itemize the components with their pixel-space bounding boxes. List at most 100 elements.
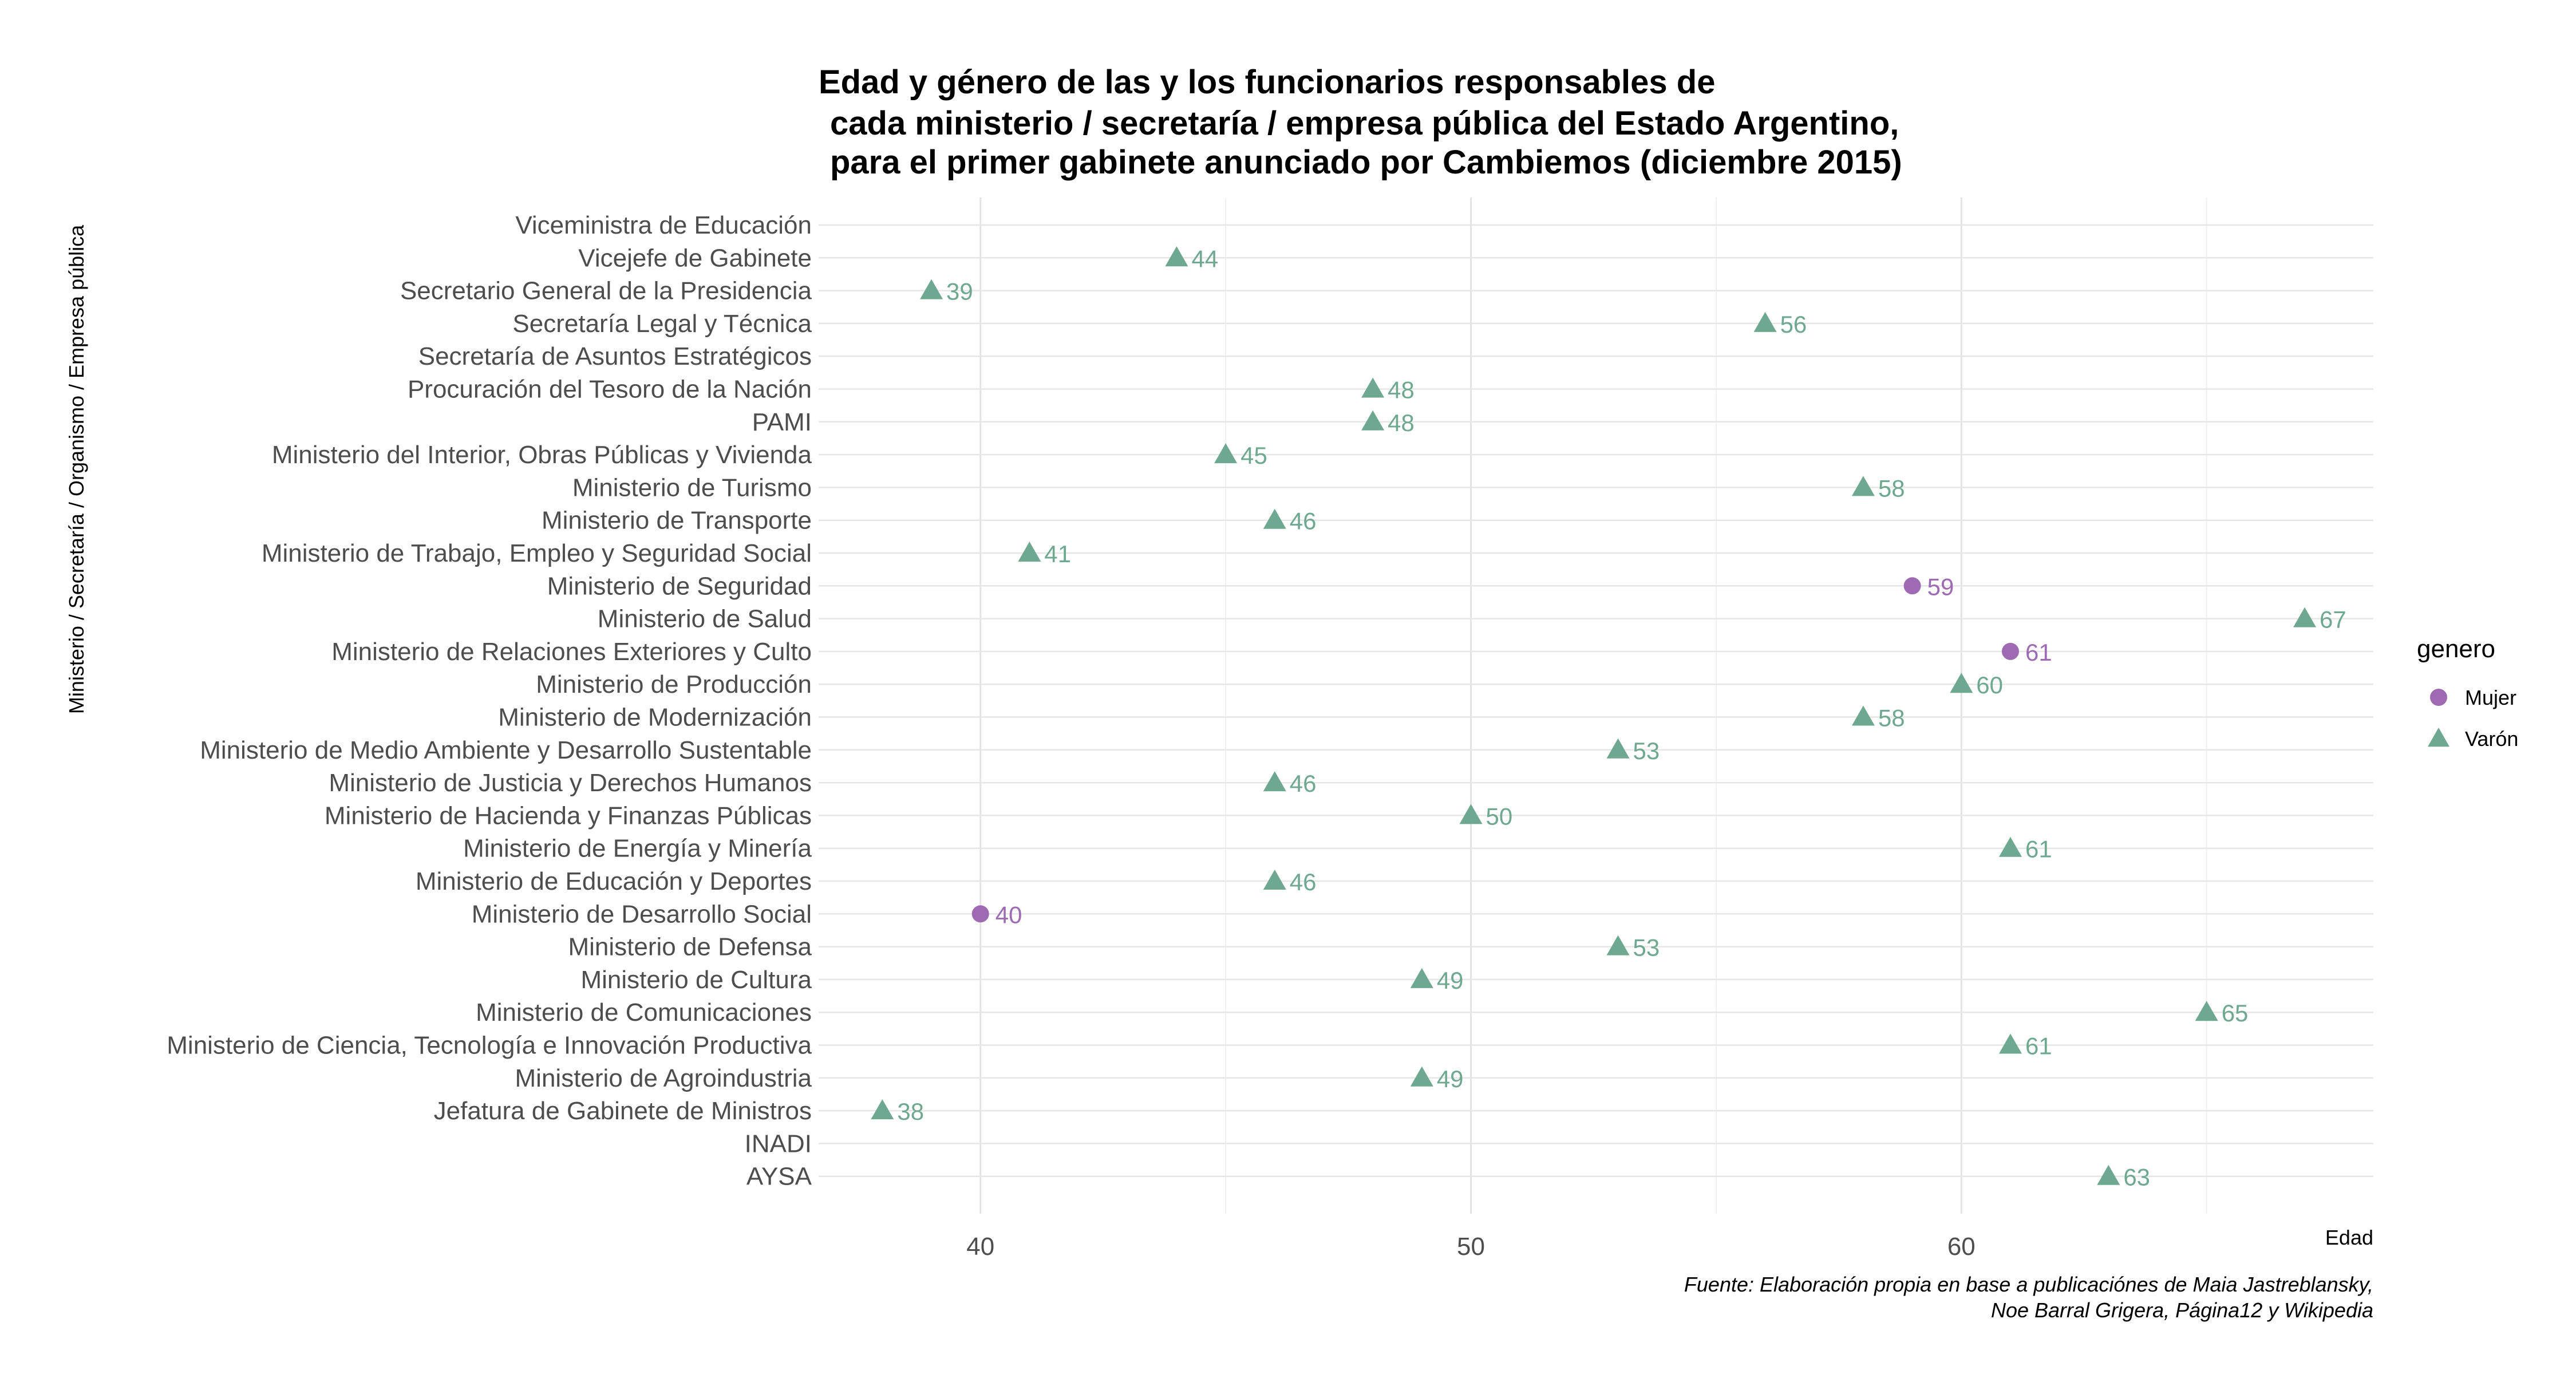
data-labels: 44 39 56 48 48 45 58 46 41 59 67 61 60 58 53 46 50 61 46 40… (897, 245, 2346, 1190)
category-label: Ministerio de Salud (598, 605, 812, 633)
x-axis-title: Edad (2325, 1226, 2373, 1249)
x-tick-label: 60 (1947, 1233, 1976, 1261)
data-label: 53 (1633, 934, 1660, 961)
legend-label: Varón (2465, 727, 2518, 751)
data-point-varon (1851, 476, 1875, 496)
title-line-1: Edad y género de las y los funcionarios … (819, 64, 1715, 101)
data-point-varon (1410, 968, 1433, 988)
data-point-varon (1263, 771, 1286, 792)
category-label: Ministerio de Transporte (542, 507, 812, 535)
x-tick-labels: 40 50 60 (966, 1233, 1976, 1261)
category-label: Viceministra de Educación (515, 211, 812, 239)
title-line-3: para el primer gabinete anunciado por Ca… (830, 144, 1902, 181)
category-label: Ministerio de Educación y Deportes (416, 867, 812, 895)
data-label: 49 (1437, 967, 1464, 994)
data-label: 58 (1878, 475, 1905, 502)
data-label: 65 (2222, 1000, 2249, 1026)
legend-key-varon (2428, 728, 2449, 747)
category-label: Ministerio de Energía y Minería (463, 835, 812, 863)
data-point-varon (1361, 410, 1385, 431)
data-label: 60 (1976, 672, 2003, 698)
category-label: Secretario General de la Presidencia (400, 277, 812, 305)
category-label: Ministerio de Modernización (498, 704, 812, 732)
category-label: Ministerio de Cultura (581, 966, 812, 994)
source-caption: Fuente: Elaboración propia en base a pub… (1684, 1273, 2373, 1322)
category-label: Ministerio de Defensa (568, 933, 812, 961)
data-label: 61 (2025, 836, 2052, 863)
data-point-varon (2195, 1001, 2218, 1021)
data-label: 38 (897, 1098, 924, 1125)
category-label: PAMI (752, 408, 812, 436)
data-label: 61 (2025, 639, 2052, 666)
data-point-varon (1410, 1066, 1433, 1087)
data-label: 59 (1927, 573, 1954, 600)
category-labels: Viceministra de Educación Vicejefe de Gab… (167, 211, 812, 1191)
category-label: Ministerio de Trabajo, Empleo y Segurida… (262, 539, 812, 567)
category-label: Ministerio de Agroindustria (515, 1064, 812, 1092)
category-label: Ministerio de Medio Ambiente y Desarroll… (200, 736, 812, 764)
legend-label: Mujer (2465, 686, 2516, 709)
data-point-mujer (1903, 577, 1921, 595)
caption-line-2: Noe Barral Grigera, Página12 y Wikipedia (1991, 1298, 2373, 1322)
category-label: Ministerio de Relaciones Exteriores y Cu… (331, 638, 812, 666)
category-label: Jefatura de Gabinete de Ministros (434, 1097, 812, 1125)
data-label: 46 (1290, 868, 1317, 895)
data-label: 46 (1290, 770, 1317, 797)
data-point-varon (1851, 705, 1875, 726)
category-label: Ministerio de Comunicaciones (476, 998, 812, 1026)
data-label: 67 (2320, 606, 2346, 633)
data-point-mujer (971, 905, 989, 923)
x-tick-label: 40 (966, 1233, 994, 1261)
caption-line-1: Fuente: Elaboración propia en base a pub… (1684, 1273, 2373, 1296)
category-label: Ministerio de Producción (536, 670, 812, 698)
data-point-varon (1263, 870, 1286, 890)
legend: genero Mujer Varón (2417, 635, 2518, 751)
data-label: 61 (2025, 1033, 2052, 1060)
data-label: 53 (1633, 737, 1660, 764)
category-label: Ministerio de Hacienda y Finanzas Públic… (325, 802, 812, 830)
data-point-varon (1998, 836, 2022, 857)
category-label: Vicejefe de Gabinete (578, 244, 812, 272)
x-tick-label: 50 (1457, 1233, 1485, 1261)
data-label: 44 (1191, 245, 1218, 272)
category-label: INADI (745, 1130, 812, 1158)
data-point-mujer (2001, 642, 2019, 660)
data-label: 40 (995, 901, 1022, 928)
data-label: 46 (1290, 508, 1317, 535)
legend-key-mujer (2430, 689, 2447, 706)
data-label: 63 (2123, 1164, 2150, 1191)
category-label: Ministerio de Ciencia, Tecnología e Inno… (167, 1032, 812, 1060)
data-point-varon (920, 279, 943, 299)
category-label: Procuración del Tesoro de la Nación (408, 376, 812, 404)
data-point-varon (1165, 246, 1188, 267)
data-label: 39 (946, 278, 973, 305)
title-line-2: cada ministerio / secretaría / empresa p… (830, 105, 1899, 142)
data-point-varon (1361, 377, 1385, 398)
data-label: 48 (1388, 409, 1415, 436)
data-points (871, 246, 2317, 1185)
data-point-varon (1998, 1033, 2022, 1054)
grid-lines (819, 198, 2373, 1214)
data-label: 48 (1388, 377, 1415, 404)
data-point-varon (1753, 311, 1777, 332)
data-label: 49 (1437, 1065, 1464, 1092)
data-point-varon (1950, 673, 1973, 693)
data-point-varon (2293, 607, 2317, 627)
data-point-varon (1459, 804, 1483, 824)
data-point-varon (1606, 935, 1630, 956)
category-label: AYSA (746, 1163, 812, 1191)
data-point-varon (2097, 1164, 2120, 1185)
data-point-varon (1214, 443, 1238, 464)
category-label: Ministerio de Desarrollo Social (472, 900, 812, 928)
data-point-varon (1606, 738, 1630, 759)
category-label: Ministerio del Interior, Obras Públicas … (272, 441, 812, 469)
data-label: 50 (1486, 803, 1513, 830)
data-label: 58 (1878, 705, 1905, 732)
data-label: 41 (1044, 540, 1071, 567)
data-label: 56 (1780, 311, 1807, 338)
data-point-varon (871, 1099, 894, 1120)
chart-title: Edad y género de las y los funcionarios … (819, 64, 1902, 181)
data-point-varon (1263, 508, 1286, 529)
data-label: 45 (1240, 442, 1267, 469)
